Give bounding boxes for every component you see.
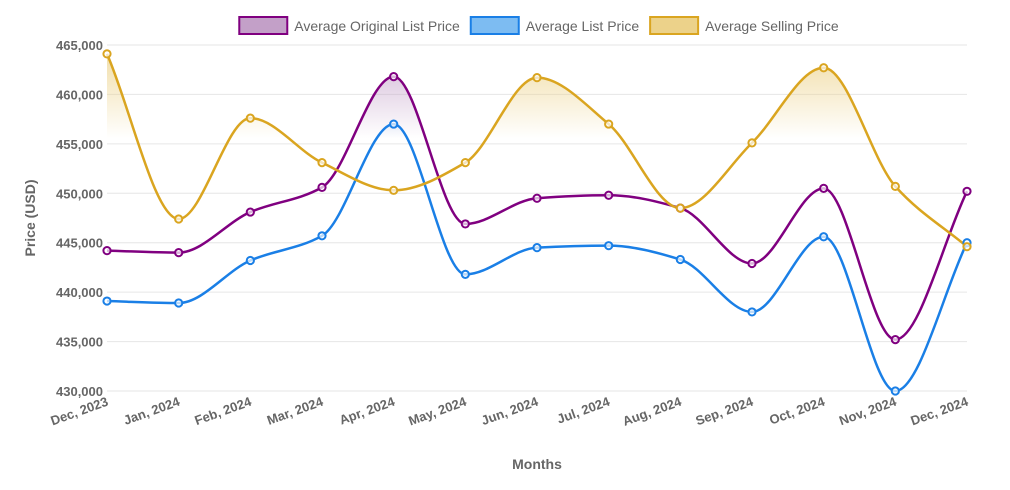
data-point[interactable]	[460, 219, 470, 229]
y-tick-label: 445,000	[56, 236, 103, 251]
y-tick-label: 450,000	[56, 186, 103, 201]
legend-swatch	[469, 16, 520, 35]
data-point[interactable]	[317, 182, 327, 192]
data-point[interactable]	[819, 183, 829, 193]
data-point[interactable]	[245, 113, 255, 123]
data-point[interactable]	[819, 63, 829, 73]
data-point[interactable]	[890, 386, 900, 396]
area-fills	[107, 53, 967, 392]
legend-label: Average Selling Price	[705, 18, 839, 34]
legend-item[interactable]: Average Selling Price	[649, 16, 839, 35]
data-point[interactable]	[604, 190, 614, 200]
legend-label: Average List Price	[526, 18, 640, 34]
data-point[interactable]	[604, 241, 614, 251]
data-point[interactable]	[890, 334, 900, 345]
y-tick-label: 460,000	[56, 87, 103, 102]
data-point[interactable]	[389, 72, 399, 82]
y-tick-label: 465,000	[56, 38, 103, 53]
data-point[interactable]	[317, 231, 327, 241]
data-point[interactable]	[245, 255, 255, 266]
x-tick-label: Feb, 2024	[193, 393, 255, 428]
data-point[interactable]	[532, 193, 542, 203]
data-point[interactable]	[102, 296, 112, 306]
x-tick-label: Sep, 2024	[694, 393, 756, 428]
y-tick-label: 455,000	[56, 137, 103, 152]
legend-swatch	[238, 16, 289, 35]
data-point[interactable]	[747, 258, 757, 269]
data-point[interactable]	[389, 185, 399, 195]
data-point[interactable]	[460, 269, 470, 279]
data-point[interactable]	[460, 158, 470, 168]
legend-item[interactable]: Average List Price	[469, 16, 640, 35]
data-point[interactable]	[174, 248, 184, 258]
data-point[interactable]	[532, 243, 542, 253]
x-tick-label: Apr, 2024	[337, 393, 397, 427]
data-point[interactable]	[962, 186, 972, 196]
data-point[interactable]	[102, 246, 112, 256]
y-tick-label: 435,000	[56, 335, 103, 350]
data-point[interactable]	[389, 119, 399, 129]
data-points	[102, 49, 972, 396]
data-point[interactable]	[174, 298, 184, 308]
legend-swatch	[649, 16, 700, 35]
data-point[interactable]	[747, 307, 757, 317]
x-tick-label: Nov, 2024	[837, 393, 899, 428]
x-tick-label: Dec, 2024	[909, 393, 971, 428]
data-point[interactable]	[962, 242, 972, 252]
x-tick-label: Oct, 2024	[767, 393, 827, 427]
x-tick-label: Jun, 2024	[479, 393, 541, 428]
x-tick-label: May, 2024	[406, 393, 469, 428]
legend[interactable]: Average Original List Price Average List …	[238, 16, 839, 35]
legend-label: Average Original List Price	[294, 18, 460, 34]
data-point[interactable]	[890, 181, 900, 191]
data-point[interactable]	[604, 119, 614, 129]
x-axis-title: Months	[512, 456, 562, 472]
series-line	[106, 75, 969, 341]
x-tick-label: Jan, 2024	[122, 393, 183, 427]
y-tick-label: 440,000	[56, 285, 103, 300]
data-point[interactable]	[675, 254, 685, 265]
x-tick-label: Jul, 2024	[555, 393, 612, 426]
data-point[interactable]	[245, 207, 255, 217]
legend-item[interactable]: Average Original List Price	[238, 16, 460, 35]
data-point[interactable]	[675, 203, 685, 213]
data-point[interactable]	[532, 73, 542, 83]
x-tick-label: Mar, 2024	[265, 393, 326, 427]
y-axis-title: Price (USD)	[22, 179, 38, 256]
data-point[interactable]	[819, 232, 829, 242]
data-point[interactable]	[317, 158, 327, 168]
data-point[interactable]	[174, 214, 184, 224]
y-tick-label: 430,000	[56, 384, 103, 399]
data-point[interactable]	[102, 49, 112, 59]
data-point[interactable]	[747, 138, 757, 148]
series-area-fill	[107, 53, 967, 392]
x-tick-label: Aug, 2024	[621, 393, 685, 428]
